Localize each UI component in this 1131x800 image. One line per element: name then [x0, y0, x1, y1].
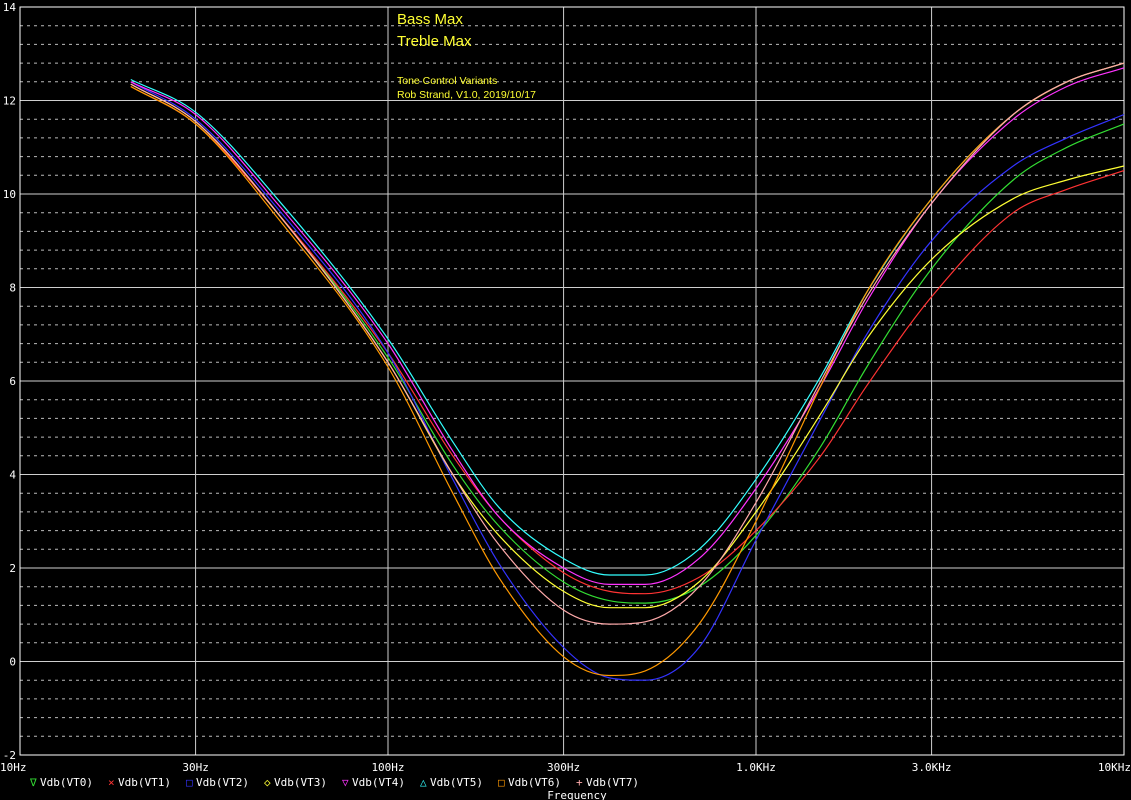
y-tick-label: 12 — [3, 95, 16, 108]
y-tick-label: -2 — [3, 749, 16, 762]
legend-entry: Vdb(VT3) — [274, 776, 327, 789]
x-tick-label: 300Hz — [547, 761, 580, 774]
y-tick-label: 2 — [9, 562, 16, 575]
series-line-vdbvt7 — [130, 62, 1125, 625]
x-tick-label: 3.0KHz — [912, 761, 952, 774]
series-line-vdbvt5 — [130, 62, 1125, 576]
legend-marker: □ — [498, 776, 505, 789]
series-line-vdbvt2 — [130, 81, 1125, 681]
legend-marker: × — [108, 776, 115, 789]
x-tick-label: 30Hz — [182, 761, 209, 774]
x-axis-label: Frequency — [547, 789, 607, 800]
legend-entry: Vdb(VT0) — [40, 776, 93, 789]
x-tick-label: 10Hz — [0, 761, 27, 774]
legend-entry: Vdb(VT5) — [430, 776, 483, 789]
x-tick-label: 100Hz — [371, 761, 404, 774]
legend-marker: ◇ — [264, 776, 271, 789]
annotations: Bass Max Treble Max Tone Control Variant… — [397, 11, 536, 101]
y-tick-label: 0 — [9, 656, 16, 669]
series-line-vdbvt6 — [130, 62, 1125, 677]
legend-marker: + — [576, 776, 583, 789]
y-tick-label: 4 — [9, 469, 16, 482]
annotation-author: Rob Strand, V1.0, 2019/10/17 — [397, 89, 536, 101]
series-line-vdbvt1 — [130, 85, 1125, 595]
series-line-vdbvt3 — [130, 83, 1125, 609]
legend-entry: Vdb(VT1) — [118, 776, 171, 789]
legend-marker: ▽ — [342, 776, 349, 789]
y-tick-labels: -2 0 2 4 6 8 10 12 14 — [3, 1, 17, 762]
y-tick-label: 14 — [3, 1, 17, 14]
series-line-vdbvt4 — [130, 67, 1125, 586]
x-tick-label: 10KHz — [1098, 761, 1131, 774]
series-line-vdbvt0 — [130, 85, 1125, 604]
legend-marker: ∇ — [29, 776, 37, 789]
annotation-treble-max: Treble Max — [397, 33, 472, 50]
annotation-title: Tone Control Variants — [397, 75, 497, 87]
legend-marker: △ — [420, 776, 427, 789]
legend-entry: Vdb(VT4) — [352, 776, 405, 789]
legend: ∇ Vdb(VT0) × Vdb(VT1) □ Vdb(VT2) ◇ Vdb(VT3) ▽ Vdb… — [29, 776, 639, 789]
y-tick-label: 8 — [9, 282, 16, 295]
x-tick-label: 1.0KHz — [736, 761, 776, 774]
x-tick-labels: 10Hz 30Hz 100Hz 300Hz 1.0KHz 3.0KHz 10KHz — [0, 761, 1131, 774]
legend-marker: □ — [186, 776, 193, 789]
y-tick-label: 10 — [3, 188, 16, 201]
grid — [19, 6, 1125, 756]
legend-entry: Vdb(VT2) — [196, 776, 249, 789]
annotation-bass-max: Bass Max — [397, 11, 463, 28]
legend-entry: Vdb(VT7) — [586, 776, 639, 789]
y-tick-label: 6 — [9, 375, 16, 388]
series-lines — [130, 62, 1125, 681]
legend-entry: Vdb(VT6) — [508, 776, 561, 789]
plot-frame — [19, 6, 1125, 756]
